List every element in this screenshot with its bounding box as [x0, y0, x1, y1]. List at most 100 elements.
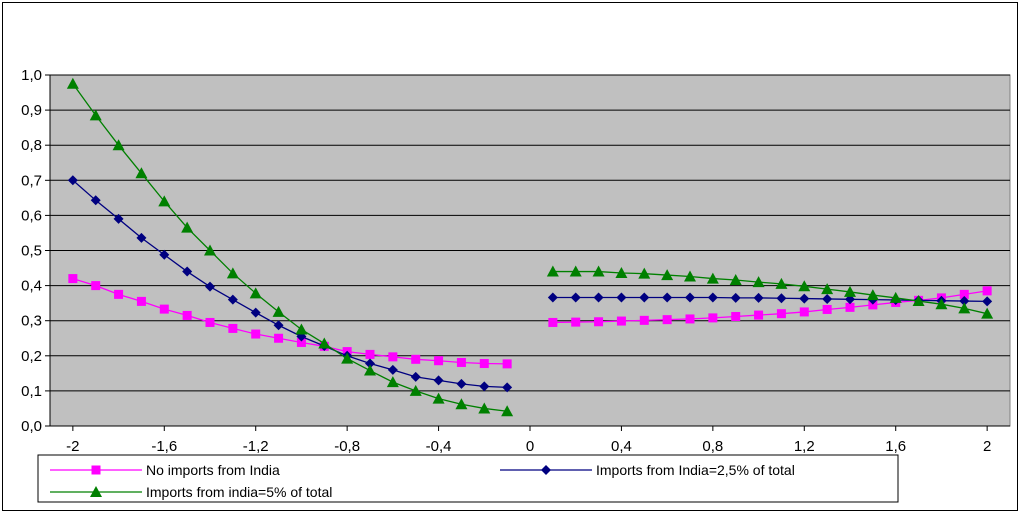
x-tick-label: -2: [66, 438, 79, 455]
data-point: [959, 296, 970, 307]
data-point: [228, 323, 238, 333]
series-line: [552, 270, 988, 315]
data-point: [274, 333, 284, 343]
data-point: [594, 317, 604, 327]
data-point: [844, 285, 856, 297]
data-point: [754, 310, 764, 320]
data-point: [662, 292, 673, 303]
data-point: [662, 315, 672, 325]
x-tick-label: 0: [526, 438, 534, 455]
data-point: [889, 291, 902, 303]
data-point: [799, 307, 809, 317]
data-point: [227, 294, 238, 305]
data-point: [90, 195, 101, 206]
data-point: [501, 405, 514, 417]
data-point: [205, 317, 215, 327]
data-point: [868, 300, 878, 310]
data-point: [547, 292, 558, 303]
data-point: [365, 358, 375, 369]
data-point: [821, 283, 834, 295]
data-point: [685, 314, 695, 324]
data-point: [318, 337, 331, 349]
y-tick-label: 0,9: [21, 102, 42, 119]
data-point: [364, 364, 376, 376]
y-tick-label: 0,6: [21, 207, 42, 224]
data-point: [66, 77, 79, 89]
data-point: [136, 232, 147, 243]
data-point: [226, 267, 239, 279]
data-point: [570, 292, 581, 303]
data-point: [685, 292, 695, 303]
data-point: [571, 317, 581, 327]
legend-marker: [90, 486, 102, 497]
data-point: [434, 356, 444, 366]
data-point: [615, 266, 628, 278]
data-point: [68, 274, 78, 284]
data-point: [958, 302, 971, 314]
data-point: [959, 289, 969, 299]
legend-marker: [91, 465, 101, 475]
data-point: [112, 139, 125, 151]
data-point: [387, 364, 398, 375]
data-point: [730, 292, 741, 303]
x-tick-label: 1,2: [794, 438, 815, 455]
y-tick-label: 0,3: [21, 313, 42, 330]
legend-label: Imports from india=5% of total: [146, 484, 332, 500]
data-point: [706, 272, 719, 284]
data-point: [159, 304, 169, 314]
data-point: [249, 287, 262, 299]
y-tick-label: 0,5: [21, 243, 42, 260]
y-tick-label: 0,8: [21, 137, 42, 154]
data-point: [546, 265, 559, 277]
data-point: [731, 311, 741, 321]
data-point: [776, 293, 787, 304]
data-point: [776, 309, 786, 319]
data-point: [775, 277, 788, 289]
legend-marker: [541, 465, 551, 475]
data-point: [616, 292, 627, 303]
data-point: [89, 109, 102, 121]
x-tick-label: -1,2: [243, 438, 269, 455]
data-point: [866, 289, 879, 301]
data-point: [684, 270, 696, 282]
y-tick-label: 1,0: [21, 67, 42, 84]
data-point: [388, 352, 398, 362]
x-tick-label: 2: [983, 438, 991, 455]
x-tick-label: 0,4: [611, 438, 632, 455]
data-point: [753, 292, 764, 303]
data-point: [479, 359, 489, 369]
data-point: [935, 298, 948, 310]
data-point: [822, 293, 833, 304]
legend-label: No imports from India: [146, 462, 280, 478]
data-point: [982, 286, 992, 296]
data-point: [981, 307, 994, 319]
data-point: [386, 376, 399, 388]
data-point: [136, 296, 146, 306]
x-tick-label: 1,6: [885, 438, 906, 455]
data-point: [432, 392, 445, 404]
data-point: [502, 359, 512, 369]
data-point: [181, 221, 194, 233]
data-point: [502, 382, 513, 393]
data-point: [251, 329, 261, 339]
data-point: [250, 307, 261, 318]
data-point: [91, 281, 101, 291]
x-tick-label: -1,6: [151, 438, 177, 455]
y-tick-label: 0,1: [21, 383, 42, 400]
data-point: [798, 280, 811, 292]
data-point: [593, 292, 604, 303]
legend-box: [37, 454, 899, 503]
data-point: [204, 244, 216, 256]
data-point: [548, 317, 558, 327]
data-point: [638, 267, 651, 279]
data-point: [296, 337, 306, 347]
data-point: [409, 384, 422, 396]
data-point: [273, 320, 284, 331]
data-point: [752, 276, 765, 288]
data-point: [478, 402, 491, 414]
data-point: [845, 302, 855, 312]
y-tick-label: 0,4: [21, 278, 42, 295]
data-point: [729, 273, 742, 285]
data-point: [799, 293, 810, 304]
